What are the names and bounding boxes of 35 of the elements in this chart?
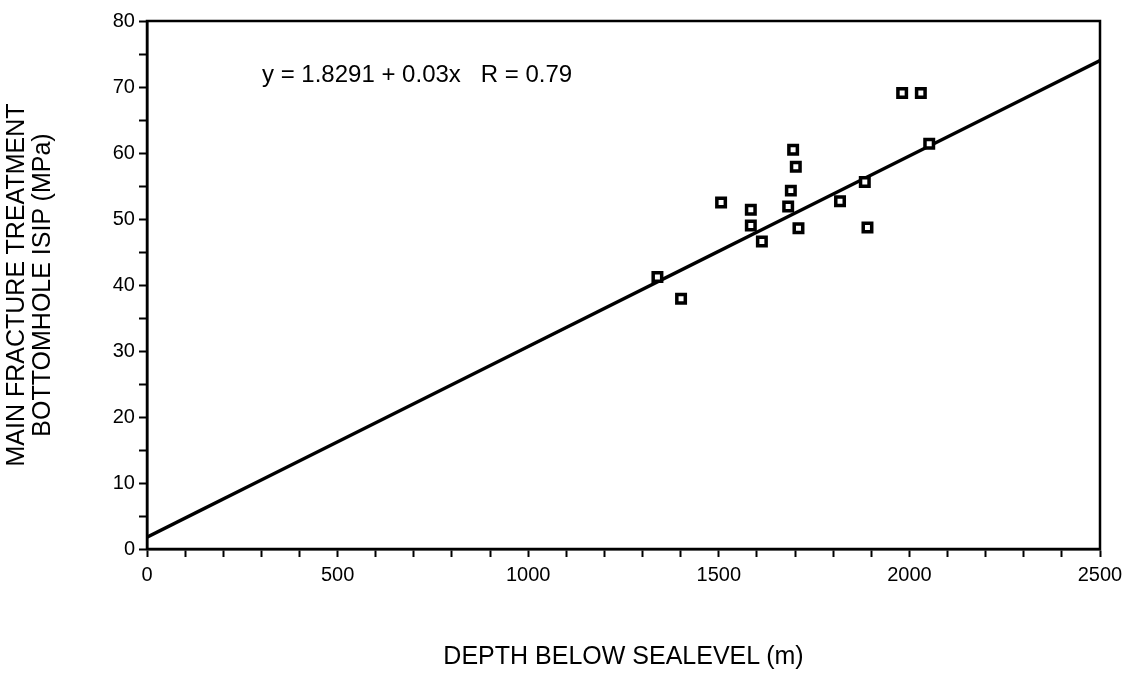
x-tick-label: 1500: [696, 562, 742, 585]
point: [715, 196, 728, 209]
y-tick-label: 70: [112, 74, 135, 97]
y-tick-label: 10: [112, 470, 135, 493]
x-axis-title: DEPTH BELOW SEALEVEL (m): [443, 640, 804, 669]
x-tick-label: 0: [141, 562, 153, 585]
point: [744, 219, 757, 232]
point: [792, 222, 805, 235]
y-tick-label: 40: [112, 272, 135, 295]
x-tick-label: 1000: [505, 562, 551, 585]
annotation: y = 1.8291 + 0.03x R = 0.79: [262, 59, 573, 87]
point: [896, 86, 909, 99]
y-tick-label: 80: [112, 8, 135, 31]
point: [651, 271, 664, 284]
y-tick-label: 30: [112, 338, 135, 361]
y-tick-label: 60: [112, 140, 135, 163]
point: [861, 221, 874, 234]
point: [782, 200, 795, 213]
y-tick-label: 20: [112, 404, 135, 427]
x-tick-label: 2000: [887, 562, 932, 585]
y-axis-title: MAIN FRACTURE TREATMENT BOTTOMHOLE ISIP (MPa): [1, 103, 56, 467]
point: [755, 235, 768, 248]
point: [675, 292, 688, 305]
y-tick-label: 0: [123, 536, 135, 559]
point: [858, 176, 871, 189]
point: [787, 143, 800, 156]
point: [784, 184, 797, 197]
point: [789, 160, 802, 173]
point: [923, 137, 936, 150]
point: [834, 195, 847, 208]
y-tick-label: 50: [112, 206, 135, 229]
point: [914, 86, 927, 99]
x-tick-label: 2500: [1077, 562, 1123, 585]
x-tick-label: 500: [320, 562, 355, 585]
point: [744, 203, 757, 216]
